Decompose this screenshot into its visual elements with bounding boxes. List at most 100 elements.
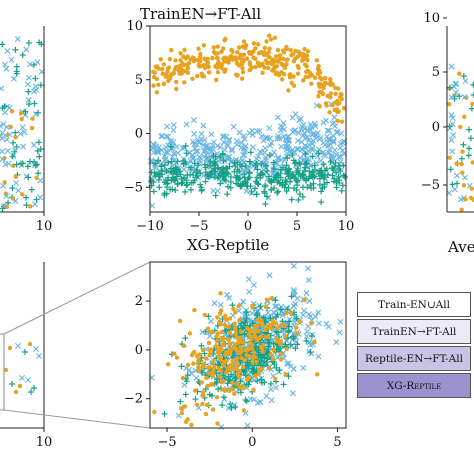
scatter-point [165,66,171,71]
scatter-point [204,155,211,162]
scatter-point [201,136,208,143]
scatter-point [283,143,290,150]
y-tick-label: −5 [421,178,440,193]
scatter-point [266,33,272,38]
y-tick-label: 5 [432,65,440,80]
x-mark-stroke [204,156,211,163]
scatter-point [304,64,309,69]
scatter-point [317,157,324,164]
scatter-point [302,54,307,59]
scatter-point [287,75,293,80]
scatter-point [307,163,314,170]
scatter-point [12,129,19,136]
scatter-point [314,129,321,136]
scatter-point [326,149,333,156]
scatter-point [448,137,455,144]
scatter-point [161,81,167,86]
scatter-point [31,385,37,391]
x-mark-stroke [169,153,176,160]
x-mark-stroke [331,114,338,121]
scatter-point [215,44,220,49]
scatter-point [316,63,321,69]
scatter-point [268,397,275,404]
x-mark-stroke [0,156,6,163]
x-mark-stroke [317,157,324,164]
scatter-point [272,384,279,391]
scatter-point [328,155,335,162]
x-mark-stroke [0,148,6,155]
scatter-point [266,50,271,55]
scatter-point [0,205,6,212]
y-tick-label: 0 [135,127,143,142]
scatter-point [295,196,302,203]
scatter-point [163,149,170,156]
scatter-point [265,309,271,316]
scatter-point [0,129,6,136]
scatter-point [19,160,26,167]
scatter-point [470,160,474,165]
x-mark-stroke [262,145,269,152]
scatter-point [13,161,20,168]
scatter-point [315,353,322,360]
scatter-point [153,64,158,70]
scatter-point [326,135,333,142]
scatter-point [226,153,233,160]
scatter-point [245,276,252,283]
scatter-point [459,207,464,212]
scatter-point [32,75,39,82]
scatter-point [300,121,307,128]
scatter-point [222,59,227,64]
scatter-point [197,64,202,69]
x-mark-stroke [300,121,307,128]
scatter-point [5,199,12,206]
scatter-point [34,59,41,66]
scatter-point [274,189,281,196]
scatter-point [227,178,234,185]
x-mark-stroke [4,47,11,54]
x-mark-stroke [305,148,312,155]
x-tick-label: 10 [36,219,53,234]
x-mark-stroke [275,154,282,161]
x-mark-stroke [0,129,6,136]
scatter-point [337,144,344,151]
scatter-point [214,77,219,83]
scatter-point [167,56,173,62]
scatter-point [177,398,184,405]
scatter-point [170,121,177,128]
scatter-point [35,139,42,146]
scatter-point [202,143,209,150]
scatter-point [300,364,307,371]
scatter-point [155,176,162,183]
scatter-point [296,65,301,71]
x-mark-stroke [333,151,340,158]
x-mark-stroke [293,145,300,152]
x-mark-stroke [4,147,11,154]
scatter-point [460,170,465,175]
scatter-point [249,310,256,317]
scatter-point [236,45,242,50]
zoom-region-box [0,333,5,411]
scatter-point [333,100,338,105]
scatter-point [193,375,200,382]
points-layer [446,63,474,212]
scatter-point [453,172,460,179]
x-mark-stroke [262,154,269,161]
x-mark-stroke [158,133,165,140]
scatter-point [470,81,474,88]
x-mark-stroke [334,128,341,135]
scatter-point [0,148,6,155]
x-mark-stroke [209,142,216,149]
x-mark-stroke [204,145,211,152]
x-mark-stroke [186,149,193,156]
scatter-point [23,194,30,201]
scatter-point [279,124,286,131]
scatter-point [304,134,311,141]
scatter-point [20,192,25,197]
scatter-point [27,204,33,209]
scatter-point [285,133,292,140]
x-mark-stroke [324,127,331,134]
x-mark-stroke [246,130,253,137]
scatter-point [305,57,310,63]
scatter-point [224,141,231,148]
scatter-point [34,147,41,154]
